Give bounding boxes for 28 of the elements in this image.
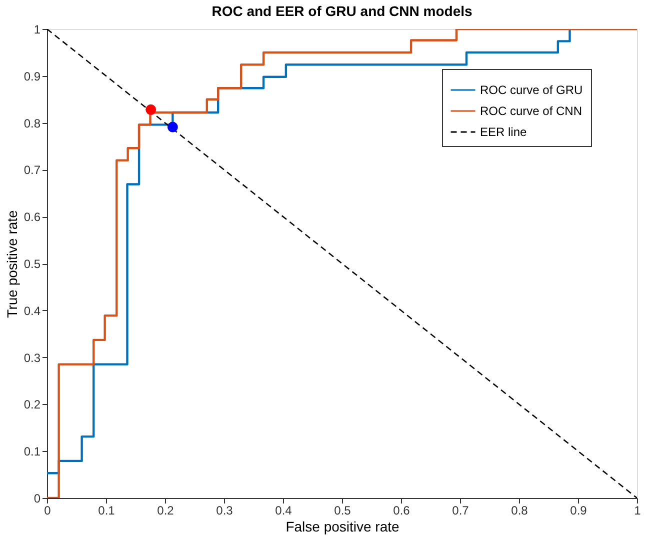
legend-label: ROC curve of CNN — [480, 104, 582, 118]
x-tick-label: 0.2 — [157, 504, 174, 518]
chart-title: ROC and EER of GRU and CNN models — [212, 3, 472, 19]
y-tick-label: 0 — [34, 492, 41, 506]
legend-label: ROC curve of GRU — [480, 83, 583, 97]
x-tick-label: 0.9 — [570, 504, 588, 518]
y-tick-label: 1 — [34, 22, 41, 36]
x-tick-label: 0.4 — [275, 504, 292, 518]
y-tick-label: 0.8 — [24, 116, 41, 130]
y-tick-label: 0.7 — [24, 163, 41, 178]
y-tick-label: 0.1 — [24, 444, 41, 459]
x-axis-title: False positive rate — [286, 518, 400, 534]
x-tick-label: 0.8 — [511, 504, 528, 518]
legend-label: EER line — [480, 125, 528, 139]
x-tick-label: 0 — [44, 504, 52, 518]
y-tick-label: 0.6 — [24, 210, 41, 224]
x-tick-label: 1 — [634, 504, 642, 518]
y-tick-label: 0.9 — [24, 69, 41, 84]
x-tick-label: 0.5 — [334, 504, 352, 518]
x-tick-label: 0.1 — [98, 504, 116, 518]
y-axis-title: True positive rate — [4, 210, 20, 318]
x-tick-label: 0.7 — [452, 504, 470, 518]
y-tick-label: 0.2 — [24, 398, 41, 412]
y-tick-label: 0.4 — [24, 304, 41, 318]
x-tick-label: 0.3 — [216, 504, 234, 518]
y-tick-label: 0.3 — [24, 350, 41, 365]
y-tick-label: 0.5 — [24, 257, 41, 271]
x-tick-label: 0.6 — [393, 504, 410, 518]
